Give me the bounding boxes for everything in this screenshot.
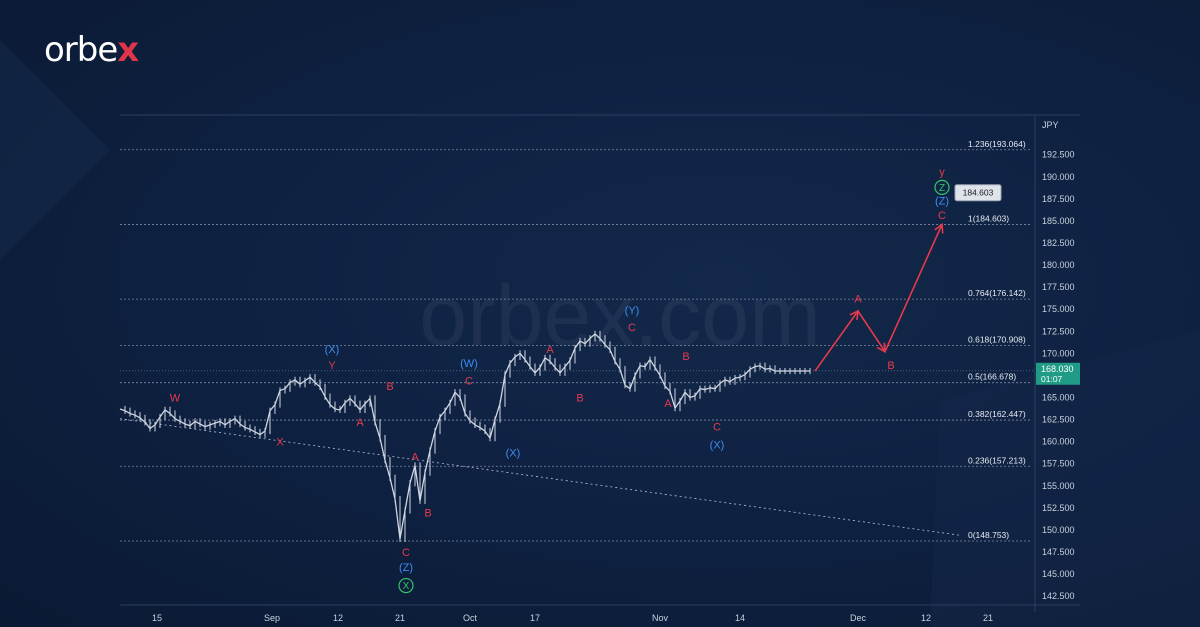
watermark: orbex.com	[419, 268, 821, 364]
arrowhead-b	[876, 342, 886, 354]
y-tick-label: 190.000	[1042, 172, 1075, 182]
wave-label: C	[938, 210, 946, 222]
y-tick-label: 165.000	[1042, 393, 1075, 403]
arrowhead-a	[849, 309, 859, 321]
currency-label: JPY	[1042, 120, 1059, 130]
last-price-tag	[1036, 362, 1080, 385]
y-tick-label: 170.000	[1042, 348, 1075, 358]
y-tick-label: 162.500	[1042, 415, 1075, 425]
wave-label: C	[402, 547, 410, 559]
wave-label: C	[628, 322, 636, 334]
wave-label: A	[411, 452, 419, 464]
x-tick-label: Dec	[850, 613, 867, 623]
x-tick-label: 17	[530, 613, 540, 623]
wave-label: y	[939, 167, 945, 179]
y-tick-label: 172.500	[1042, 326, 1075, 336]
y-tick-label: 175.000	[1042, 304, 1075, 314]
wave-label: A	[854, 294, 862, 306]
fib-level-label: 0.236(157.213)	[968, 455, 1026, 465]
fib-level-label: 1(184.603)	[968, 213, 1009, 223]
fib-level-label: 1.236(193.064)	[968, 139, 1026, 149]
wave-label: A	[356, 417, 364, 429]
y-tick-label: 182.500	[1042, 238, 1075, 248]
x-tick-label: Nov	[652, 613, 669, 623]
y-tick-label: 177.500	[1042, 282, 1075, 292]
wave-label: (X)	[710, 439, 725, 451]
wave-circle	[934, 179, 950, 195]
x-tick-label: 15	[152, 613, 162, 623]
wave-label-circled: X	[403, 581, 410, 592]
trendline	[119, 418, 961, 536]
wave-label: (X)	[325, 344, 340, 356]
orbex-logo: orbex	[44, 30, 139, 70]
x-tick-label: 12	[921, 613, 931, 623]
x-tick-label: 21	[395, 613, 405, 623]
wave-label: (Z)	[399, 562, 413, 574]
wave-label: W	[170, 393, 181, 405]
wave-label: (W)	[460, 358, 478, 370]
wave-label: B	[887, 360, 894, 372]
wave-label: A	[546, 344, 554, 356]
bg-decor-right	[930, 330, 1200, 627]
x-tick-label: 14	[735, 613, 745, 623]
wave-label: C	[713, 422, 721, 434]
last-price-value: 168.030	[1041, 364, 1074, 374]
y-tick-label: 185.000	[1042, 216, 1075, 226]
x-tick-label: 21	[983, 613, 993, 623]
wave-label: C	[465, 376, 473, 388]
x-tick-label: Sep	[264, 613, 280, 623]
wave-label: (X)	[506, 447, 521, 459]
wave-label: B	[682, 351, 689, 363]
projection-path	[814, 224, 943, 372]
arrowhead-c	[934, 222, 944, 234]
y-tick-label: 160.000	[1042, 437, 1075, 447]
y-tick-label: 145.000	[1042, 569, 1075, 579]
wave-label: Y	[328, 360, 336, 372]
bg-decor-left	[0, 40, 110, 260]
y-tick-label: 150.000	[1042, 525, 1075, 535]
fib-level-label: 0.618(170.908)	[968, 334, 1026, 344]
wave-circle	[398, 577, 414, 594]
y-tick-label: 142.500	[1042, 591, 1075, 601]
target-price-callout	[954, 184, 1002, 202]
y-tick-label: 180.000	[1042, 260, 1075, 270]
fib-level-label: 0.5(166.678)	[968, 372, 1016, 382]
fib-level-label: 0.764(176.142)	[968, 288, 1026, 298]
fib-level-label: 0(148.753)	[968, 530, 1009, 540]
wave-label: X	[276, 437, 284, 449]
wave-label: B	[424, 507, 431, 519]
y-tick-label: 147.500	[1042, 547, 1075, 557]
y-tick-label: 187.500	[1042, 194, 1075, 204]
wave-label: B	[386, 381, 393, 393]
fib-level-label: 0.382(162.447)	[968, 409, 1026, 419]
y-tick-label: 152.500	[1042, 503, 1075, 513]
y-tick-label: 155.000	[1042, 481, 1075, 491]
wave-label-circled: Z	[939, 183, 945, 194]
target-price-value: 184.603	[963, 188, 994, 198]
countdown: 01:07	[1041, 374, 1063, 384]
x-tick-label: 12	[333, 613, 343, 623]
y-tick-label: 192.500	[1042, 150, 1075, 160]
wave-label: (Y)	[625, 305, 640, 317]
wave-label: (Z)	[935, 196, 949, 208]
y-tick-label: 157.500	[1042, 459, 1075, 469]
wave-label: B	[576, 393, 583, 405]
x-tick-label: Oct	[463, 613, 478, 623]
wave-label: A	[664, 398, 672, 410]
